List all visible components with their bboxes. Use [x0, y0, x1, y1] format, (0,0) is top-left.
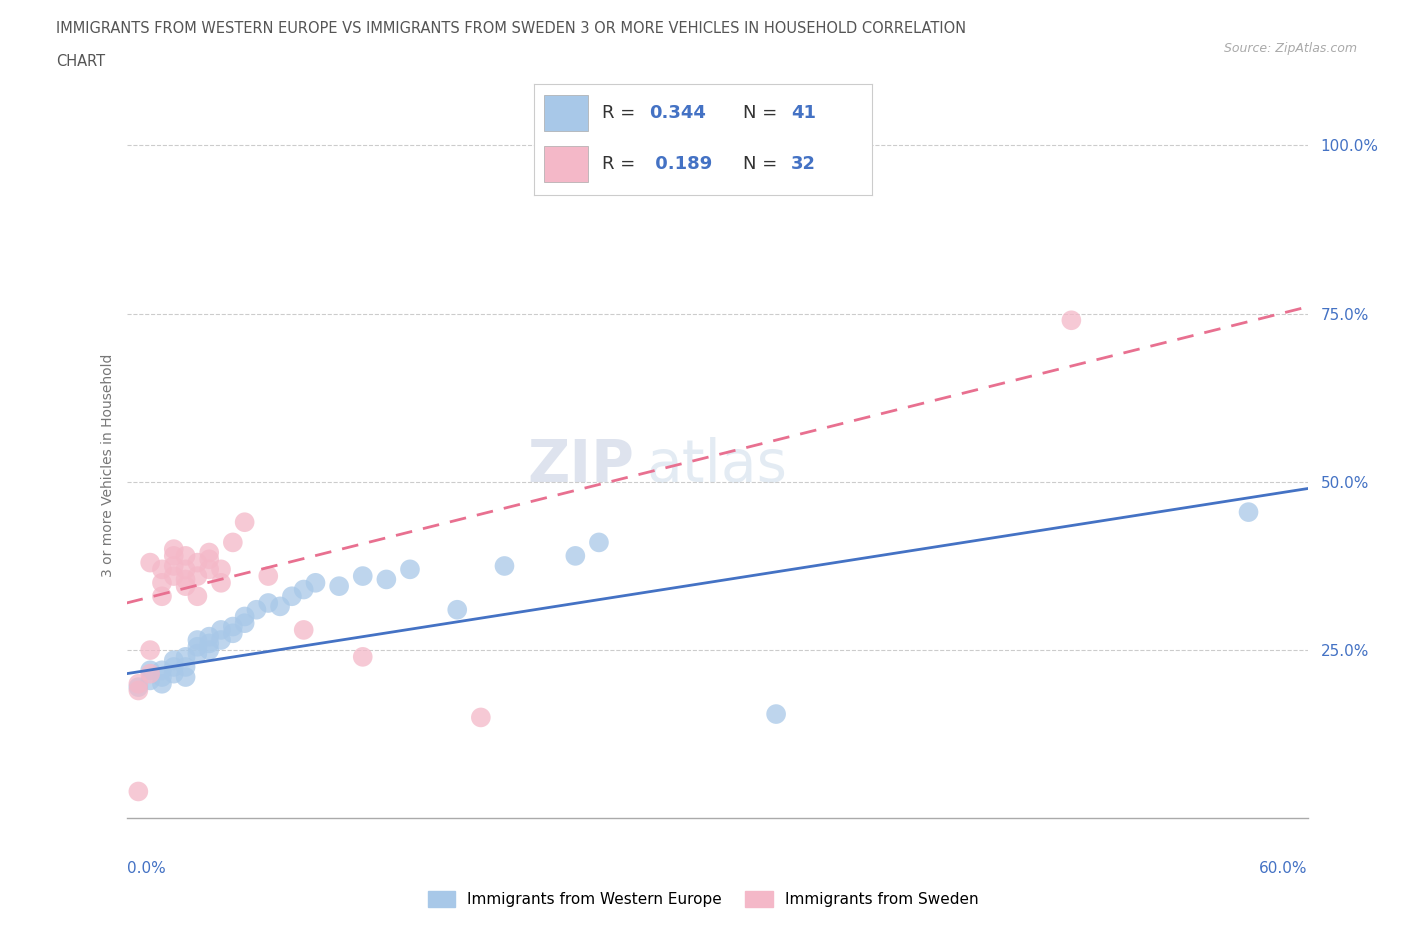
Point — [198, 545, 221, 560]
Point — [186, 646, 208, 661]
Point — [174, 578, 197, 593]
Text: ZIP: ZIP — [527, 436, 634, 494]
Point — [174, 659, 197, 674]
Point — [233, 609, 256, 624]
Bar — [544, 146, 588, 182]
Point — [163, 541, 186, 556]
Point — [209, 576, 232, 591]
Text: 0.189: 0.189 — [650, 155, 713, 173]
Point — [139, 666, 162, 681]
Point — [292, 622, 315, 637]
Point — [198, 551, 221, 566]
Point — [174, 549, 197, 564]
Bar — [544, 95, 588, 130]
Point — [163, 559, 186, 574]
Point — [470, 710, 492, 724]
Point — [150, 589, 173, 604]
Point — [150, 663, 173, 678]
Point — [198, 562, 221, 577]
Point — [139, 673, 162, 688]
Point — [1237, 505, 1260, 520]
Point — [209, 632, 232, 647]
Point — [163, 666, 186, 681]
Point — [588, 535, 610, 550]
Point — [1060, 312, 1083, 327]
Point — [139, 663, 162, 678]
Text: R =: R = — [602, 155, 641, 173]
Point — [222, 619, 245, 634]
Point — [304, 576, 326, 591]
Point — [127, 784, 149, 799]
Text: Source: ZipAtlas.com: Source: ZipAtlas.com — [1223, 42, 1357, 55]
Point — [186, 639, 208, 654]
Point — [174, 562, 197, 577]
Text: IMMIGRANTS FROM WESTERN EUROPE VS IMMIGRANTS FROM SWEDEN 3 OR MORE VEHICLES IN H: IMMIGRANTS FROM WESTERN EUROPE VS IMMIGR… — [56, 21, 966, 36]
Text: 32: 32 — [790, 155, 815, 173]
Text: N =: N = — [744, 155, 783, 173]
Point — [352, 568, 374, 583]
Point — [198, 630, 221, 644]
Point — [139, 555, 162, 570]
Point — [222, 626, 245, 641]
Point — [174, 670, 197, 684]
Point — [127, 680, 149, 695]
Point — [163, 659, 186, 674]
Point — [186, 632, 208, 647]
Point — [139, 643, 162, 658]
Text: 0.344: 0.344 — [650, 104, 706, 122]
Point — [494, 559, 516, 574]
Point — [281, 589, 304, 604]
Point — [564, 549, 586, 564]
Point — [150, 676, 173, 691]
Point — [352, 649, 374, 664]
Text: atlas: atlas — [647, 436, 787, 494]
Point — [186, 589, 208, 604]
Text: N =: N = — [744, 104, 783, 122]
Point — [163, 549, 186, 564]
Point — [328, 578, 350, 593]
Point — [198, 636, 221, 651]
Point — [186, 568, 208, 583]
Point — [245, 603, 267, 618]
Point — [150, 576, 173, 591]
Point — [375, 572, 398, 587]
Point — [209, 562, 232, 577]
Text: 0.0%: 0.0% — [127, 861, 166, 876]
Point — [150, 562, 173, 577]
Point — [174, 572, 197, 587]
Point — [150, 670, 173, 684]
Text: CHART: CHART — [56, 54, 105, 69]
Point — [257, 595, 280, 610]
Point — [209, 622, 232, 637]
Point — [174, 649, 197, 664]
Point — [163, 653, 186, 668]
Point — [233, 515, 256, 530]
Legend: Immigrants from Western Europe, Immigrants from Sweden: Immigrants from Western Europe, Immigran… — [422, 884, 984, 913]
Point — [186, 555, 208, 570]
Point — [765, 707, 787, 722]
Point — [233, 616, 256, 631]
Text: 60.0%: 60.0% — [1260, 861, 1308, 876]
Point — [446, 603, 468, 618]
Point — [222, 535, 245, 550]
Y-axis label: 3 or more Vehicles in Household: 3 or more Vehicles in Household — [101, 353, 115, 577]
Point — [257, 568, 280, 583]
Point — [399, 562, 422, 577]
Text: 41: 41 — [790, 104, 815, 122]
Point — [127, 683, 149, 698]
Point — [163, 568, 186, 583]
Point — [292, 582, 315, 597]
Point — [127, 676, 149, 691]
Text: R =: R = — [602, 104, 641, 122]
Point — [198, 643, 221, 658]
Point — [269, 599, 291, 614]
